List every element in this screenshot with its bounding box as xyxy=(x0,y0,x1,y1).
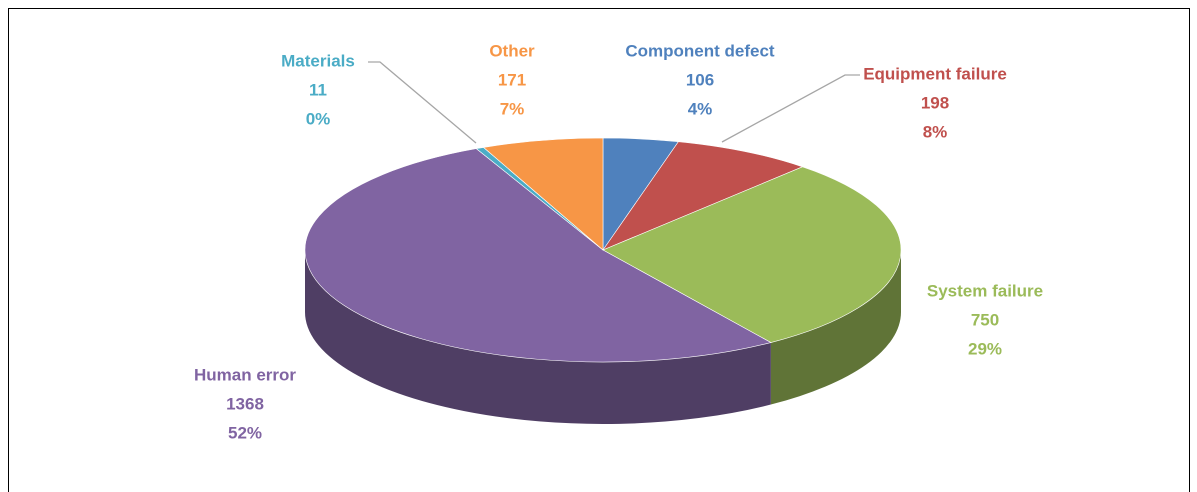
slice-label-value: 106 xyxy=(686,70,714,89)
slice-label-percent: 52% xyxy=(228,423,262,442)
pie-sides xyxy=(305,250,901,425)
leader-line xyxy=(721,74,860,143)
slice-label-value: 11 xyxy=(309,80,327,99)
slice-label-percent: 8% xyxy=(923,122,948,141)
pie-slice-side xyxy=(305,250,771,425)
pie-tops xyxy=(304,137,902,363)
slice-label-value: 171 xyxy=(498,70,526,89)
slice-label-name: Materials xyxy=(281,51,355,70)
data-labels: Component defect 106 4% Equipment failure 19… xyxy=(194,41,1043,442)
slice-label-value: 198 xyxy=(921,93,949,112)
leader-lines xyxy=(368,61,860,144)
slice-label-percent: 4% xyxy=(688,99,713,118)
slice-label-name: Other xyxy=(489,41,535,60)
slice-label-percent: 7% xyxy=(500,99,525,118)
slice-label-percent: 29% xyxy=(968,339,1002,358)
slice-label-name: System failure xyxy=(927,281,1043,300)
pie-slice xyxy=(602,166,902,343)
slice-label-name: Human error xyxy=(194,365,296,384)
pie-slice xyxy=(482,137,604,251)
pie-slice-side xyxy=(770,250,901,405)
slice-label-name: Equipment failure xyxy=(863,64,1007,83)
leader-line xyxy=(368,61,477,144)
pie-slice xyxy=(602,141,804,251)
pie-slice xyxy=(304,148,772,363)
slice-label-value: 750 xyxy=(971,310,999,329)
slice-label-percent: 0% xyxy=(306,109,331,128)
slice-label-value: 1368 xyxy=(226,394,264,413)
slice-label-name: Component defect xyxy=(625,41,775,60)
